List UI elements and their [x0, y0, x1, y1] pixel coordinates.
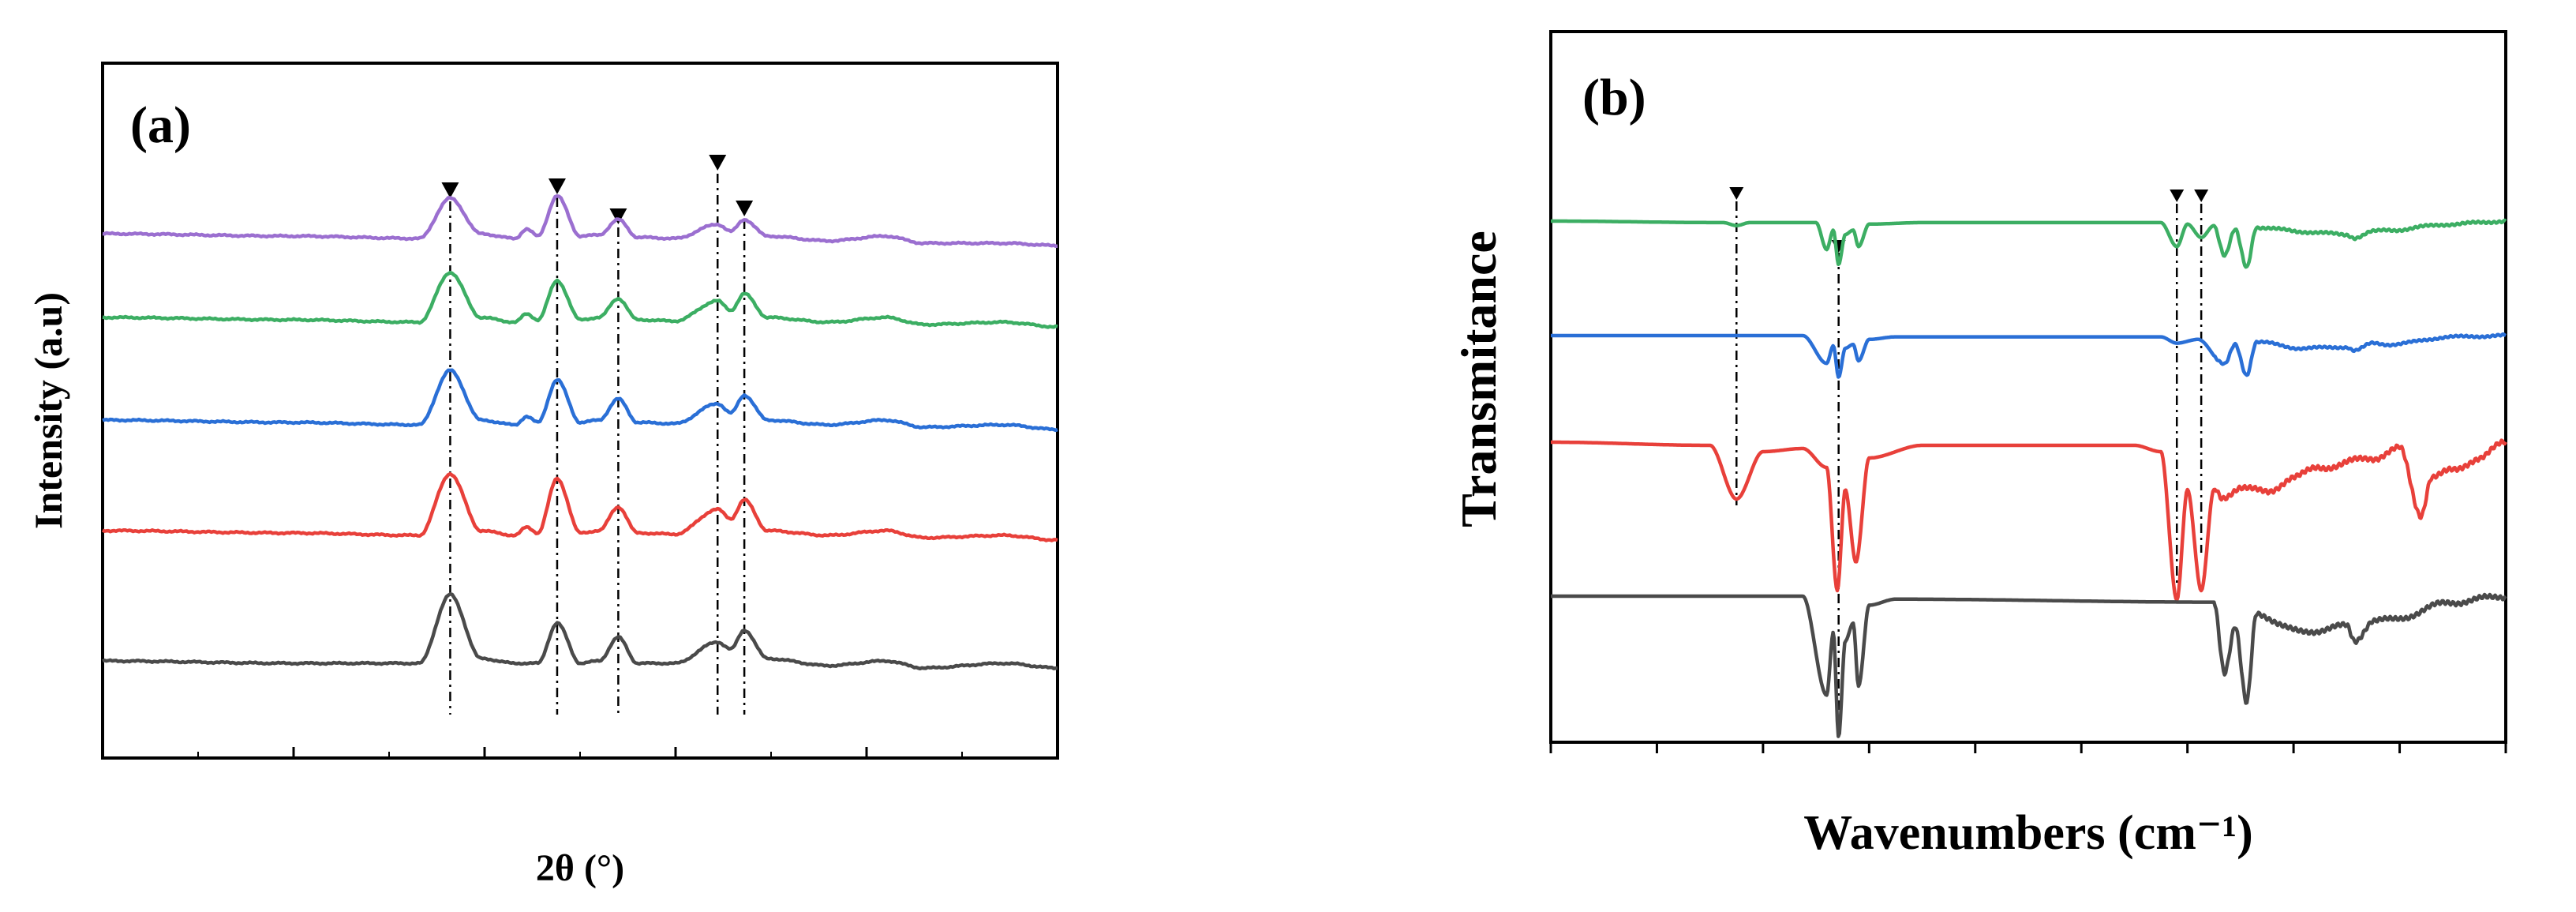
ftir-series-line — [1550, 438, 2507, 602]
panel-a-x-ticks — [101, 747, 1059, 758]
ftir-series-line — [1550, 332, 2507, 379]
panel-a-label: (a) — [130, 96, 191, 154]
xrd-peak-marker — [709, 155, 727, 171]
xrd-series-line — [102, 270, 1058, 329]
xrd-series-line — [102, 592, 1058, 671]
xrd-series-line — [101, 471, 1058, 542]
panel-b-x-axis-title: Wavenumbers (cm⁻¹) — [1803, 806, 2253, 860]
panel-b-x-ticks — [1549, 742, 2507, 753]
xrd-peak-marker — [736, 201, 754, 216]
panel-a-series-lines — [101, 194, 1058, 671]
panel-b-series-lines — [1550, 218, 2507, 738]
ftir-band-marker — [2170, 190, 2185, 202]
ftir-series-line — [1550, 592, 2507, 738]
panel-b-plot-frame — [1549, 30, 2507, 744]
panel-a-y-axis-title: Intensity (a.u) — [26, 292, 70, 529]
xrd-peak-marker — [548, 178, 566, 194]
panel-a-x-axis-title: 2θ (°) — [536, 847, 624, 889]
panel-a-xrd-chart: (a) 2θ (°) Intensity (a.u) — [26, 62, 1059, 889]
xrd-series-line — [102, 194, 1058, 249]
ftir-series-line — [1550, 218, 2507, 269]
panel-b-label: (b) — [1582, 69, 1646, 126]
panel-a-peak-guides — [441, 155, 754, 715]
xrd-series-line — [102, 368, 1058, 433]
ftir-band-marker — [1729, 187, 1744, 200]
panel-b-ftir-chart: (b) Wavenumbers (cm⁻¹) Transmitance — [1451, 30, 2507, 860]
panel-a-plot-frame — [101, 62, 1059, 760]
panel-b-band-guides — [1729, 187, 2209, 715]
ftir-band-marker — [2194, 190, 2209, 202]
xrd-peak-marker — [609, 208, 627, 224]
xrd-peak-marker — [441, 182, 459, 198]
panel-b-y-axis-title: Transmitance — [1451, 231, 1507, 527]
